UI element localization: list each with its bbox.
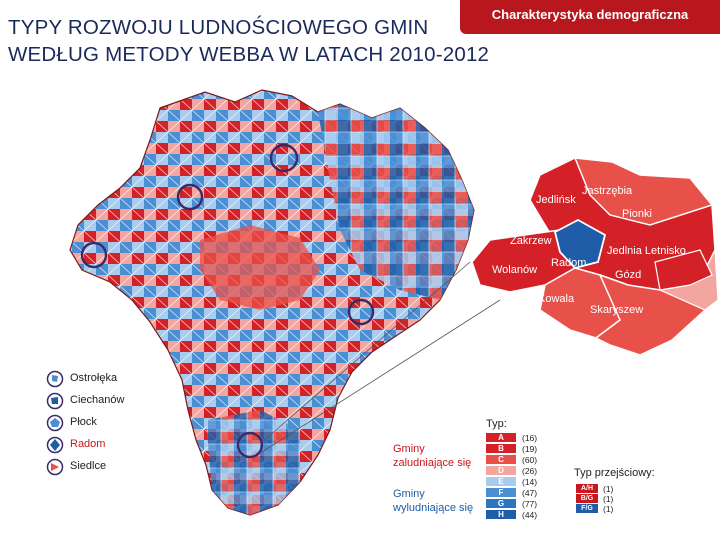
city-legend-item: Płock xyxy=(46,414,186,432)
legend-group-growing-label: Gminy zaludniające się xyxy=(393,443,472,469)
inset-label-kowala: Kowala xyxy=(538,293,575,305)
legend-group-declining: Gminy wyludniające się xyxy=(393,487,479,515)
inset-radom-area xyxy=(471,157,719,356)
legend-swatch-b: B xyxy=(486,444,516,453)
map-central-zone xyxy=(200,225,320,310)
city-circle-plock xyxy=(80,241,108,269)
legend-swatch-g: G xyxy=(486,499,516,508)
city-circle-siedlce xyxy=(347,298,375,326)
inset-label-zakrzew: Zakrzew xyxy=(510,235,552,247)
city-legend-item: Siedlce xyxy=(46,458,186,476)
city-circle-ciechanow xyxy=(176,183,204,211)
city-label: Radom xyxy=(70,438,106,450)
inset-label-wolanow: Wolanów xyxy=(492,264,537,276)
map-east-zone xyxy=(318,104,474,300)
city-label: Siedlce xyxy=(70,460,107,472)
legend-swatch-e: E xyxy=(486,477,516,486)
legend-swatch-d: D xyxy=(486,466,516,475)
inset-label-jedlnia-letnisko: Jedlnia Letnisko xyxy=(607,245,686,257)
inset-label-pionki: Pionki xyxy=(622,208,652,220)
city-label: Płock xyxy=(70,416,97,428)
radom-outline-icon xyxy=(46,436,64,454)
section-tag: Charakterystyka demograficzna xyxy=(460,0,720,34)
city-circle-radom xyxy=(236,431,264,459)
city-label: Ciechanów xyxy=(70,394,125,406)
legend-count-g: (77) xyxy=(522,499,538,509)
siedlce-outline-icon xyxy=(46,458,64,476)
city-label: Ostrołęka xyxy=(70,372,118,384)
legend-count-h: (44) xyxy=(522,510,538,520)
legend-transition-count-fg: (1) xyxy=(603,504,614,514)
title-line-2: WEDŁUG METODY WEBBA W LATACH 2010-2012 xyxy=(8,43,490,66)
legend-transition-swatch-ah: A/H xyxy=(576,484,598,493)
legend-group-growing: Gminy zaludniające się xyxy=(393,442,473,470)
city-circle-ostroleka xyxy=(269,143,299,173)
inset-label-gozd: Gózd xyxy=(615,269,641,281)
legend-swatch-a: A xyxy=(486,433,516,442)
ciechanow-outline-icon xyxy=(46,392,64,410)
title-line-1: TYPY ROZWOJU LUDNOŚCIOWEGO GMIN xyxy=(8,16,429,39)
plock-outline-icon xyxy=(46,414,64,432)
ostroleka-outline-icon xyxy=(46,370,64,388)
inset-connector-bottom xyxy=(261,299,501,453)
legend-group-declining-label: Gminy wyludniające się xyxy=(393,488,474,514)
legend-transition-count-bg: (1) xyxy=(603,494,614,504)
inset-label-skaryszew: Skaryszew xyxy=(590,304,643,316)
legend-transition-count-ah: (1) xyxy=(603,484,614,494)
city-legend-item: Ostrołęka xyxy=(46,370,186,388)
legend-swatch-c: C xyxy=(486,455,516,464)
legend-count-c: (60) xyxy=(522,455,538,465)
map-south-zone xyxy=(206,410,300,515)
inset-label-jedlinsk: Jedlińsk xyxy=(536,194,576,206)
legend-count-d: (26) xyxy=(522,466,538,476)
inset-connector-top xyxy=(261,261,471,443)
legend-count-f: (47) xyxy=(522,488,538,498)
legend-transition-heading: Typ przejściowy: xyxy=(574,467,655,479)
legend-count-e: (14) xyxy=(522,477,538,487)
legend-count-a: (16) xyxy=(522,433,538,443)
city-legend-item: Radom xyxy=(46,436,186,454)
inset-label-radom: Radom xyxy=(551,257,586,269)
legend-swatch-f: F xyxy=(486,488,516,497)
legend-swatch-h: H xyxy=(486,510,516,519)
legend-count-b: (19) xyxy=(522,444,538,454)
city-legend-item: Ciechanów xyxy=(46,392,186,410)
inset-label-jastrzebia: Jastrzębia xyxy=(582,185,633,197)
map-title: TYPY ROZWOJU LUDNOŚCIOWEGO GMIN WEDŁUG M… xyxy=(8,14,489,68)
legend-transition-swatch-fg: F/G xyxy=(576,504,598,513)
legend-type-heading: Typ: xyxy=(486,418,507,430)
legend-transition-swatch-bg: B/G xyxy=(576,494,598,503)
